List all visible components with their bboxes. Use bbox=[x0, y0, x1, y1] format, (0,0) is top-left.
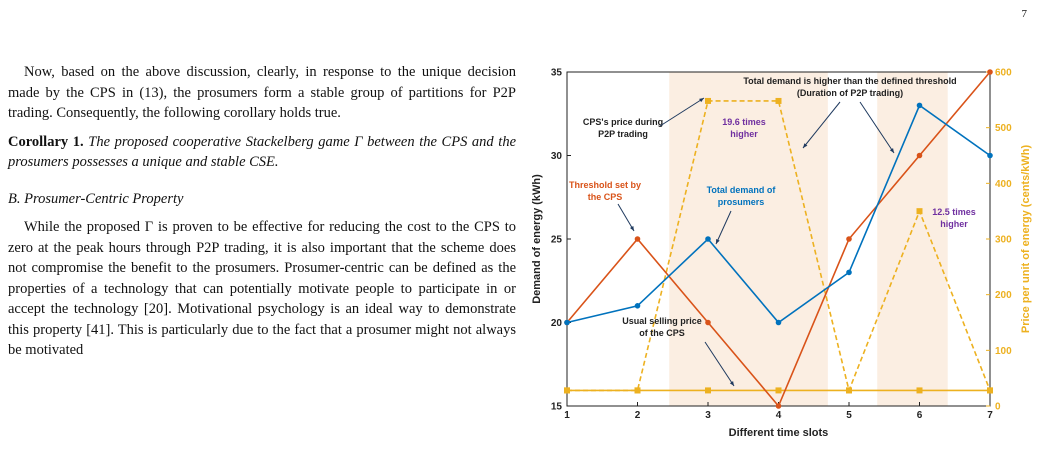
cps-price-marker bbox=[564, 387, 570, 394]
annotation-usual-price-1: Usual selling price bbox=[622, 316, 702, 326]
y-tick-label: 15 bbox=[551, 402, 563, 413]
annotation-total-demand-higher: Total demand is higher than the defined … bbox=[743, 76, 956, 86]
page-number: 7 bbox=[1021, 8, 1028, 20]
annotation-threshold-2: the CPS bbox=[588, 192, 623, 202]
x-tick-label: 1 bbox=[564, 410, 570, 421]
cps-price-marker bbox=[634, 387, 641, 394]
demand-marker bbox=[564, 319, 570, 326]
annotation-cps-price-1: CPS's price during bbox=[583, 117, 663, 127]
threshold-marker bbox=[987, 69, 993, 75]
annotation-usual-price-2: of the CPS bbox=[639, 328, 685, 338]
usual-price-marker bbox=[705, 387, 711, 394]
annotation-12-5-times-1: 12.5 times bbox=[932, 207, 976, 217]
annotation-12-5-times-2: higher bbox=[940, 219, 968, 229]
cps-price-marker bbox=[705, 97, 711, 104]
series-layer bbox=[564, 69, 993, 409]
threshold-marker bbox=[916, 152, 923, 159]
axis-ticks: 1 2 3 4 5 6 7 15 20 25 30 35 0 100 200 300 400 500 600 bbox=[551, 68, 1012, 422]
annotation-arrowhead bbox=[716, 239, 720, 244]
threshold-marker bbox=[846, 236, 852, 242]
threshold-marker bbox=[634, 236, 641, 242]
annotation-arrow bbox=[617, 203, 635, 232]
y-tick-label: 30 bbox=[551, 151, 563, 162]
demand-marker bbox=[634, 303, 641, 309]
paragraph-2: While the proposed Γ is proven to be eff… bbox=[8, 219, 516, 358]
cps-price-marker bbox=[775, 97, 782, 104]
annotation-total-demand-2: prosumers bbox=[718, 197, 765, 207]
y-right-tick-label: 100 bbox=[995, 346, 1012, 357]
demand-marker bbox=[846, 269, 852, 276]
annotation-duration: (Duration of P2P trading) bbox=[797, 88, 903, 98]
annotation-cps-price-2: P2P trading bbox=[598, 129, 648, 139]
threshold-marker bbox=[775, 403, 782, 409]
demand-marker bbox=[775, 319, 782, 326]
y-right-tick-label: 600 bbox=[995, 68, 1012, 79]
y-right-tick-label: 500 bbox=[995, 123, 1012, 134]
annotation-arrow bbox=[659, 97, 705, 127]
figure-chart: 1 2 3 4 5 6 7 15 20 25 30 35 0 100 200 300 400 500 600 Tot… bbox=[531, 68, 1032, 440]
annotation-arrowhead bbox=[889, 148, 894, 153]
annotation-19-6-times-2: higher bbox=[730, 129, 758, 139]
x-tick-label: 4 bbox=[776, 410, 782, 421]
shaded-region bbox=[877, 72, 948, 406]
annotation-total-demand-1: Total demand of bbox=[707, 185, 777, 195]
usual-price-marker bbox=[916, 387, 923, 394]
p2p-duration-shading bbox=[669, 72, 948, 406]
y-right-tick-label: 0 bbox=[995, 402, 1001, 413]
demand-marker bbox=[705, 236, 711, 242]
y-right-tick-label: 200 bbox=[995, 290, 1012, 301]
text-column: Now, based on the above discussion, clea… bbox=[8, 62, 516, 361]
annotation-arrowhead bbox=[629, 226, 634, 231]
x-axis-label: Different time slots bbox=[729, 427, 829, 439]
y-tick-label: 35 bbox=[551, 68, 563, 79]
paragraph-1: Now, based on the above discussion, clea… bbox=[8, 64, 516, 121]
annotation-arrowhead bbox=[803, 143, 808, 148]
annotation-arrow bbox=[704, 341, 735, 387]
x-tick-label: 3 bbox=[705, 410, 711, 421]
x-tick-label: 6 bbox=[917, 410, 923, 421]
annotation-arrowhead bbox=[729, 381, 734, 386]
annotation-19-6-times-1: 19.6 times bbox=[722, 117, 766, 127]
demand-marker bbox=[916, 102, 923, 109]
y-tick-label: 25 bbox=[551, 235, 563, 246]
x-tick-label: 7 bbox=[987, 410, 993, 421]
corollary-text: The proposed cooperative Stackelberg gam… bbox=[8, 133, 517, 171]
cps-price-marker bbox=[846, 387, 852, 394]
annotation-arrow bbox=[715, 210, 732, 245]
cps-price-marker bbox=[916, 208, 923, 215]
corollary-label: Corollary 1. bbox=[8, 133, 84, 150]
y-right-tick-label: 300 bbox=[995, 235, 1012, 246]
annotation-arrow bbox=[802, 101, 841, 149]
annotation-arrowhead bbox=[699, 98, 704, 103]
y-axis-label: Demand of energy (kWh) bbox=[531, 174, 543, 304]
section-heading: B. Prosumer-Centric Property bbox=[8, 190, 184, 207]
y-tick-label: 20 bbox=[551, 318, 563, 329]
y-axis-right-label: Price per unit of energy (cents/kWh) bbox=[1020, 145, 1032, 334]
annotations: Total demand is higher than the defined … bbox=[569, 76, 976, 387]
demand-marker bbox=[987, 152, 993, 159]
x-tick-label: 2 bbox=[635, 410, 641, 421]
annotation-threshold-1: Threshold set by bbox=[569, 180, 641, 190]
y-right-tick-label: 400 bbox=[995, 179, 1012, 190]
usual-price-marker bbox=[775, 387, 782, 394]
corollary: Corollary 1. The proposed cooperative St… bbox=[8, 132, 516, 173]
x-tick-label: 5 bbox=[846, 410, 852, 421]
threshold-marker bbox=[705, 319, 711, 326]
annotation-arrow bbox=[859, 101, 895, 154]
cps-price-marker bbox=[987, 387, 993, 394]
